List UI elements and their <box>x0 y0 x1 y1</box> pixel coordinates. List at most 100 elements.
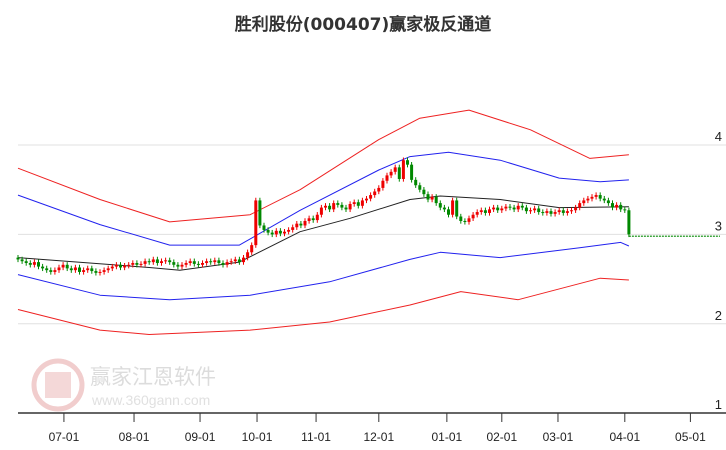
candle <box>332 200 336 213</box>
candle <box>151 256 155 265</box>
candle-body <box>291 227 295 230</box>
candle-body <box>45 268 49 271</box>
candle-body <box>467 218 471 222</box>
candle-body <box>28 263 32 265</box>
candle <box>139 261 143 268</box>
candle-body <box>283 231 286 234</box>
candle <box>160 258 163 266</box>
candle <box>61 262 65 271</box>
candle-body <box>65 264 69 269</box>
candle-body <box>307 218 311 221</box>
candle-body <box>602 198 606 201</box>
candle-body <box>201 263 204 265</box>
candle <box>90 265 94 274</box>
candle <box>164 257 168 264</box>
candle-body <box>192 261 196 264</box>
candle-body <box>471 214 475 219</box>
candle-body <box>496 207 500 211</box>
candle-body <box>344 207 348 210</box>
candle-body <box>287 229 291 232</box>
candle <box>611 200 614 211</box>
candle <box>192 258 196 267</box>
x-tick-label: 12-01 <box>363 430 394 444</box>
candle-body <box>611 203 614 208</box>
candle-body <box>340 204 344 208</box>
candle <box>557 207 561 215</box>
candle <box>385 172 389 184</box>
candle <box>110 263 114 272</box>
candle-body <box>627 210 631 235</box>
candle <box>209 258 213 265</box>
candle-body <box>258 200 262 226</box>
x-tick-label: 07-01 <box>49 430 80 444</box>
candle <box>242 254 245 265</box>
candle-body <box>582 200 586 204</box>
candle-body <box>332 203 336 210</box>
candle-body <box>135 263 139 265</box>
candle-body <box>492 207 496 210</box>
candle-body <box>410 164 414 180</box>
candle-body <box>147 261 151 263</box>
candle-body <box>455 200 459 217</box>
candle <box>594 192 598 200</box>
candle <box>86 265 90 273</box>
candle-body <box>262 225 266 230</box>
candle-body <box>328 205 332 210</box>
candle <box>619 202 623 213</box>
candle-body <box>447 209 450 215</box>
candle-body <box>69 268 73 271</box>
candle <box>143 258 147 267</box>
candle-body <box>619 204 623 210</box>
candle <box>586 195 590 204</box>
candle <box>229 258 233 265</box>
candle <box>49 267 53 275</box>
candle <box>336 200 340 208</box>
x-tick-label: 11-01 <box>301 430 331 444</box>
candle <box>434 194 438 206</box>
candle-body <box>184 263 188 265</box>
candle-body <box>520 205 524 208</box>
y-tick-label: 1 <box>715 397 722 412</box>
candle <box>492 204 496 213</box>
candle-body <box>119 264 122 268</box>
candle-body <box>209 261 213 263</box>
candle <box>69 265 73 273</box>
candle-body <box>393 167 397 172</box>
candle <box>328 203 332 213</box>
candle-body <box>360 200 364 206</box>
candle <box>570 207 573 214</box>
candle <box>352 199 356 207</box>
candle-body <box>250 245 254 253</box>
candle-body <box>98 271 102 273</box>
candle-body <box>213 260 217 263</box>
candle-body <box>545 211 549 213</box>
candle <box>201 260 204 268</box>
x-tick-label: 02-01 <box>486 430 517 444</box>
candle-body <box>20 259 24 262</box>
candle <box>389 169 393 179</box>
candle <box>344 204 348 213</box>
watermark: 赢家江恩软件 www.360gann.com <box>31 358 216 412</box>
candle <box>254 197 258 248</box>
candle-body <box>242 257 245 263</box>
candle-body <box>430 196 434 200</box>
candle-body <box>615 204 619 208</box>
candle-body <box>385 175 389 181</box>
candle <box>533 205 537 213</box>
candle-body <box>570 210 573 212</box>
candle <box>41 263 45 272</box>
watermark-seal-icon <box>31 358 85 412</box>
candle <box>496 204 500 213</box>
candle-body <box>434 196 438 204</box>
candle-body <box>574 207 578 211</box>
candle <box>237 256 241 265</box>
candle-body <box>369 195 373 199</box>
candle-body <box>94 271 98 273</box>
candle-body <box>217 260 221 264</box>
band-inner-lower <box>17 241 630 301</box>
candle-body <box>225 262 229 265</box>
candle <box>574 204 578 213</box>
candle <box>467 215 471 225</box>
candle-body <box>553 212 557 214</box>
